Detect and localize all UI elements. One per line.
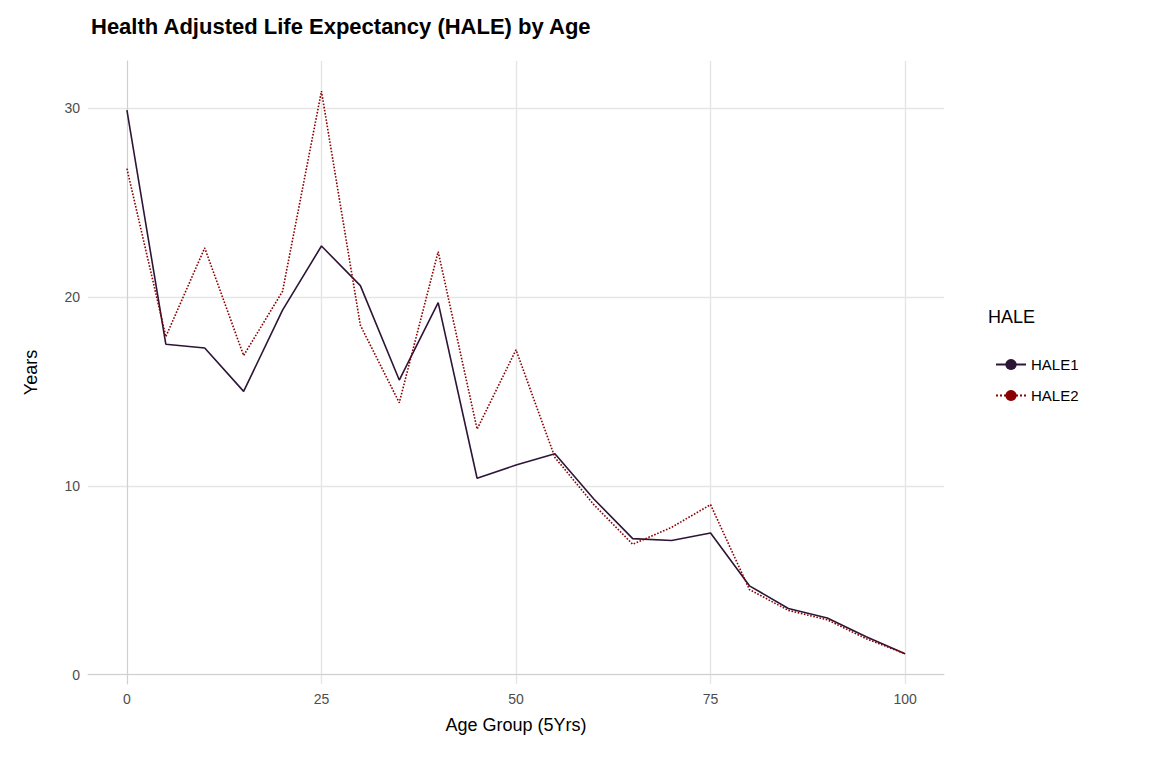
- svg-text:25: 25: [314, 691, 330, 707]
- svg-text:HALE: HALE: [988, 307, 1035, 327]
- svg-text:75: 75: [703, 691, 719, 707]
- svg-text:10: 10: [64, 478, 80, 494]
- svg-text:Age Group (5Yrs): Age Group (5Yrs): [445, 715, 586, 735]
- svg-text:20: 20: [64, 289, 80, 305]
- svg-text:30: 30: [64, 100, 80, 116]
- svg-text:Years: Years: [21, 350, 41, 395]
- svg-text:100: 100: [893, 691, 917, 707]
- svg-text:HALE2: HALE2: [1031, 387, 1079, 404]
- svg-text:0: 0: [72, 667, 80, 683]
- svg-text:HALE1: HALE1: [1031, 356, 1079, 373]
- svg-text:50: 50: [508, 691, 524, 707]
- svg-text:0: 0: [123, 691, 131, 707]
- svg-text:Health Adjusted Life Expectanc: Health Adjusted Life Expectancy (HALE) b…: [91, 14, 591, 39]
